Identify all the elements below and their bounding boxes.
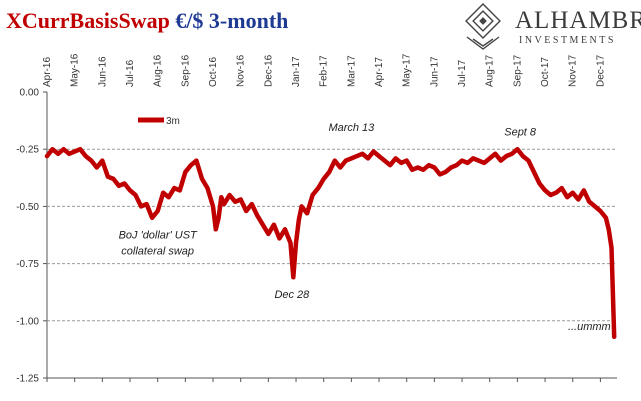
x-tick-label: Jun-16 xyxy=(97,56,108,87)
x-tick-label: Feb-17 xyxy=(319,55,330,87)
x-tick-label: Nov-16 xyxy=(236,54,247,87)
x-tick-label: Jan-17 xyxy=(291,56,302,87)
y-tick-label: -1.25 xyxy=(16,374,39,385)
chart-title-sub: €/$ 3-month xyxy=(175,8,289,33)
x-tick-label: Jul-17 xyxy=(457,59,468,87)
x-tick-label: Apr-16 xyxy=(42,57,53,87)
y-tick-label: -0.25 xyxy=(16,145,39,156)
x-tick-label: Jun-17 xyxy=(429,56,440,87)
series-line-3m xyxy=(44,146,617,340)
chart-annotation: ...ummm xyxy=(568,321,611,333)
x-tick-label: Dec-17 xyxy=(595,54,606,87)
x-tick-label: Mar-17 xyxy=(346,55,357,87)
y-tick-label: -1.00 xyxy=(16,316,39,327)
x-tick-label: Apr-17 xyxy=(374,57,385,87)
x-tick-label: May-17 xyxy=(402,53,413,87)
chart-annotation: Sept 8 xyxy=(504,126,537,138)
x-tick-label: Aug-17 xyxy=(485,54,496,87)
chart-annotation: BoJ 'dollar' UST xyxy=(119,229,198,241)
legend: 3m xyxy=(138,116,180,127)
x-tick-label: Dec-16 xyxy=(263,54,274,87)
chart-annotation: collateral swap xyxy=(121,245,194,257)
y-tick-label: -0.50 xyxy=(16,202,39,213)
alhambra-logo: ALHAMBRA INVESTMENTS xyxy=(455,3,641,53)
x-tick-label: Nov-17 xyxy=(568,54,579,87)
chart-annotation: March 13 xyxy=(328,122,375,134)
y-tick-label: 0.00 xyxy=(20,88,40,99)
x-tick-label: Sep-17 xyxy=(512,54,523,87)
logo-tagline: INVESTMENTS xyxy=(519,35,616,46)
x-tick-label: May-16 xyxy=(70,53,81,87)
chart-annotation: Dec 28 xyxy=(274,289,310,301)
legend-label: 3m xyxy=(166,116,180,127)
chart-title: XCurrBasisSwap €/$ 3-month xyxy=(6,6,288,36)
x-tick-label: Oct-17 xyxy=(540,57,551,87)
x-tick-label: Aug-16 xyxy=(153,54,164,87)
alhambra-emblem-icon xyxy=(465,3,501,50)
x-tick-label: Sep-16 xyxy=(180,54,191,87)
x-tick-label: Oct-16 xyxy=(208,57,219,87)
chart-title-main: XCurrBasisSwap xyxy=(6,8,170,33)
logo-name: ALHAMBRA xyxy=(515,7,641,34)
x-tick-label: Jul-16 xyxy=(125,59,136,87)
y-tick-label: -0.75 xyxy=(16,259,39,270)
